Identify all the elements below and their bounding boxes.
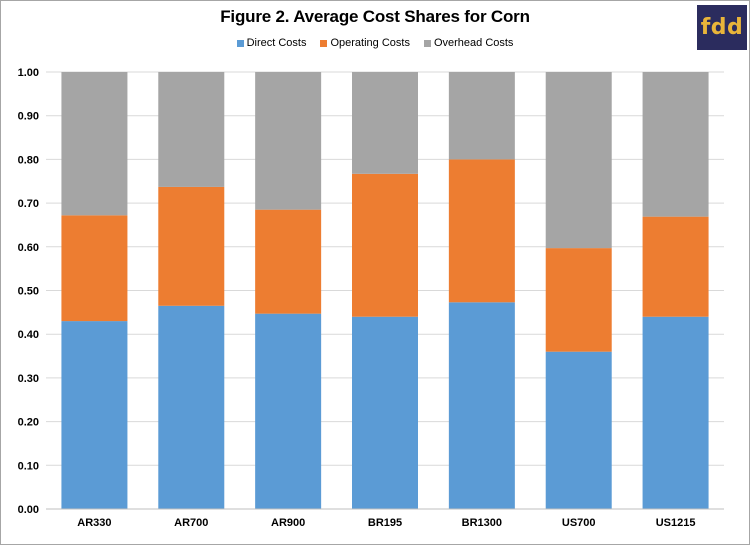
y-tick-label-6: 0.60 [18, 242, 39, 254]
chart-legend: Direct Costs Operating Costs Overhead Cost… [0, 37, 750, 49]
x-tick-label-1: AR700 [174, 517, 208, 529]
chart-title: Figure 2. Average Cost Shares for Corn [220, 7, 530, 26]
bar-BR195-2 [352, 72, 418, 174]
y-tick-label-9: 0.90 [18, 111, 39, 123]
y-tick-label-1: 0.10 [18, 460, 39, 472]
legend-item-2: Overhead Costs [423, 37, 514, 49]
bar-US700-2 [545, 72, 612, 249]
bar-US1215-2 [642, 72, 709, 217]
y-tick-label-5: 0.50 [18, 286, 39, 298]
x-tick-label-0: AR330 [77, 517, 111, 529]
x-tick-label-2: AR900 [271, 517, 305, 529]
legend-swatch-1 [320, 39, 328, 47]
y-tick-label-10: 1.00 [18, 67, 39, 79]
legend-swatch-2 [423, 39, 431, 47]
bar-AR900-1 [255, 209, 322, 314]
y-tick-label-2: 0.20 [18, 417, 39, 429]
bar-AR900-2 [255, 72, 322, 210]
x-tick-label-4: BR1300 [462, 517, 502, 529]
bar-US1215-0 [642, 316, 709, 509]
bar-AR700-0 [158, 305, 225, 509]
legend-item-1: Operating Costs [320, 37, 410, 49]
legend-label-0: Direct Costs [246, 37, 307, 49]
bar-AR900-0 [255, 313, 322, 509]
legend-label-1: Operating Costs [330, 37, 410, 49]
bar-AR330-2 [61, 72, 128, 216]
legend-swatch-0 [236, 39, 244, 47]
bar-BR1300-2 [448, 72, 515, 160]
bar-AR330-0 [61, 321, 128, 509]
x-tick-label-5: US700 [562, 517, 596, 529]
x-tick-label-3: BR195 [368, 517, 402, 529]
x-tick-label-6: US1215 [656, 517, 696, 529]
y-tick-label-0: 0.00 [18, 504, 39, 516]
bar-US1215-1 [642, 216, 709, 317]
bar-BR1300-0 [448, 302, 515, 509]
bar-AR330-1 [61, 215, 128, 322]
legend-item-0: Direct Costs [236, 37, 307, 49]
y-tick-label-7: 0.70 [18, 198, 39, 210]
bar-BR1300-1 [448, 159, 515, 303]
y-tick-label-3: 0.30 [18, 373, 39, 385]
y-tick-label-4: 0.40 [18, 329, 39, 341]
y-tick-label-8: 0.80 [18, 154, 39, 166]
bar-AR700-2 [158, 72, 225, 187]
fdd-logo: fdd [697, 5, 747, 50]
bar-US700-0 [545, 351, 612, 509]
bar-US700-1 [545, 248, 612, 352]
bar-BR195-1 [352, 173, 418, 317]
legend-label-2: Overhead Costs [433, 37, 514, 49]
bar-BR195-0 [352, 316, 418, 509]
bar-AR700-1 [158, 186, 225, 306]
